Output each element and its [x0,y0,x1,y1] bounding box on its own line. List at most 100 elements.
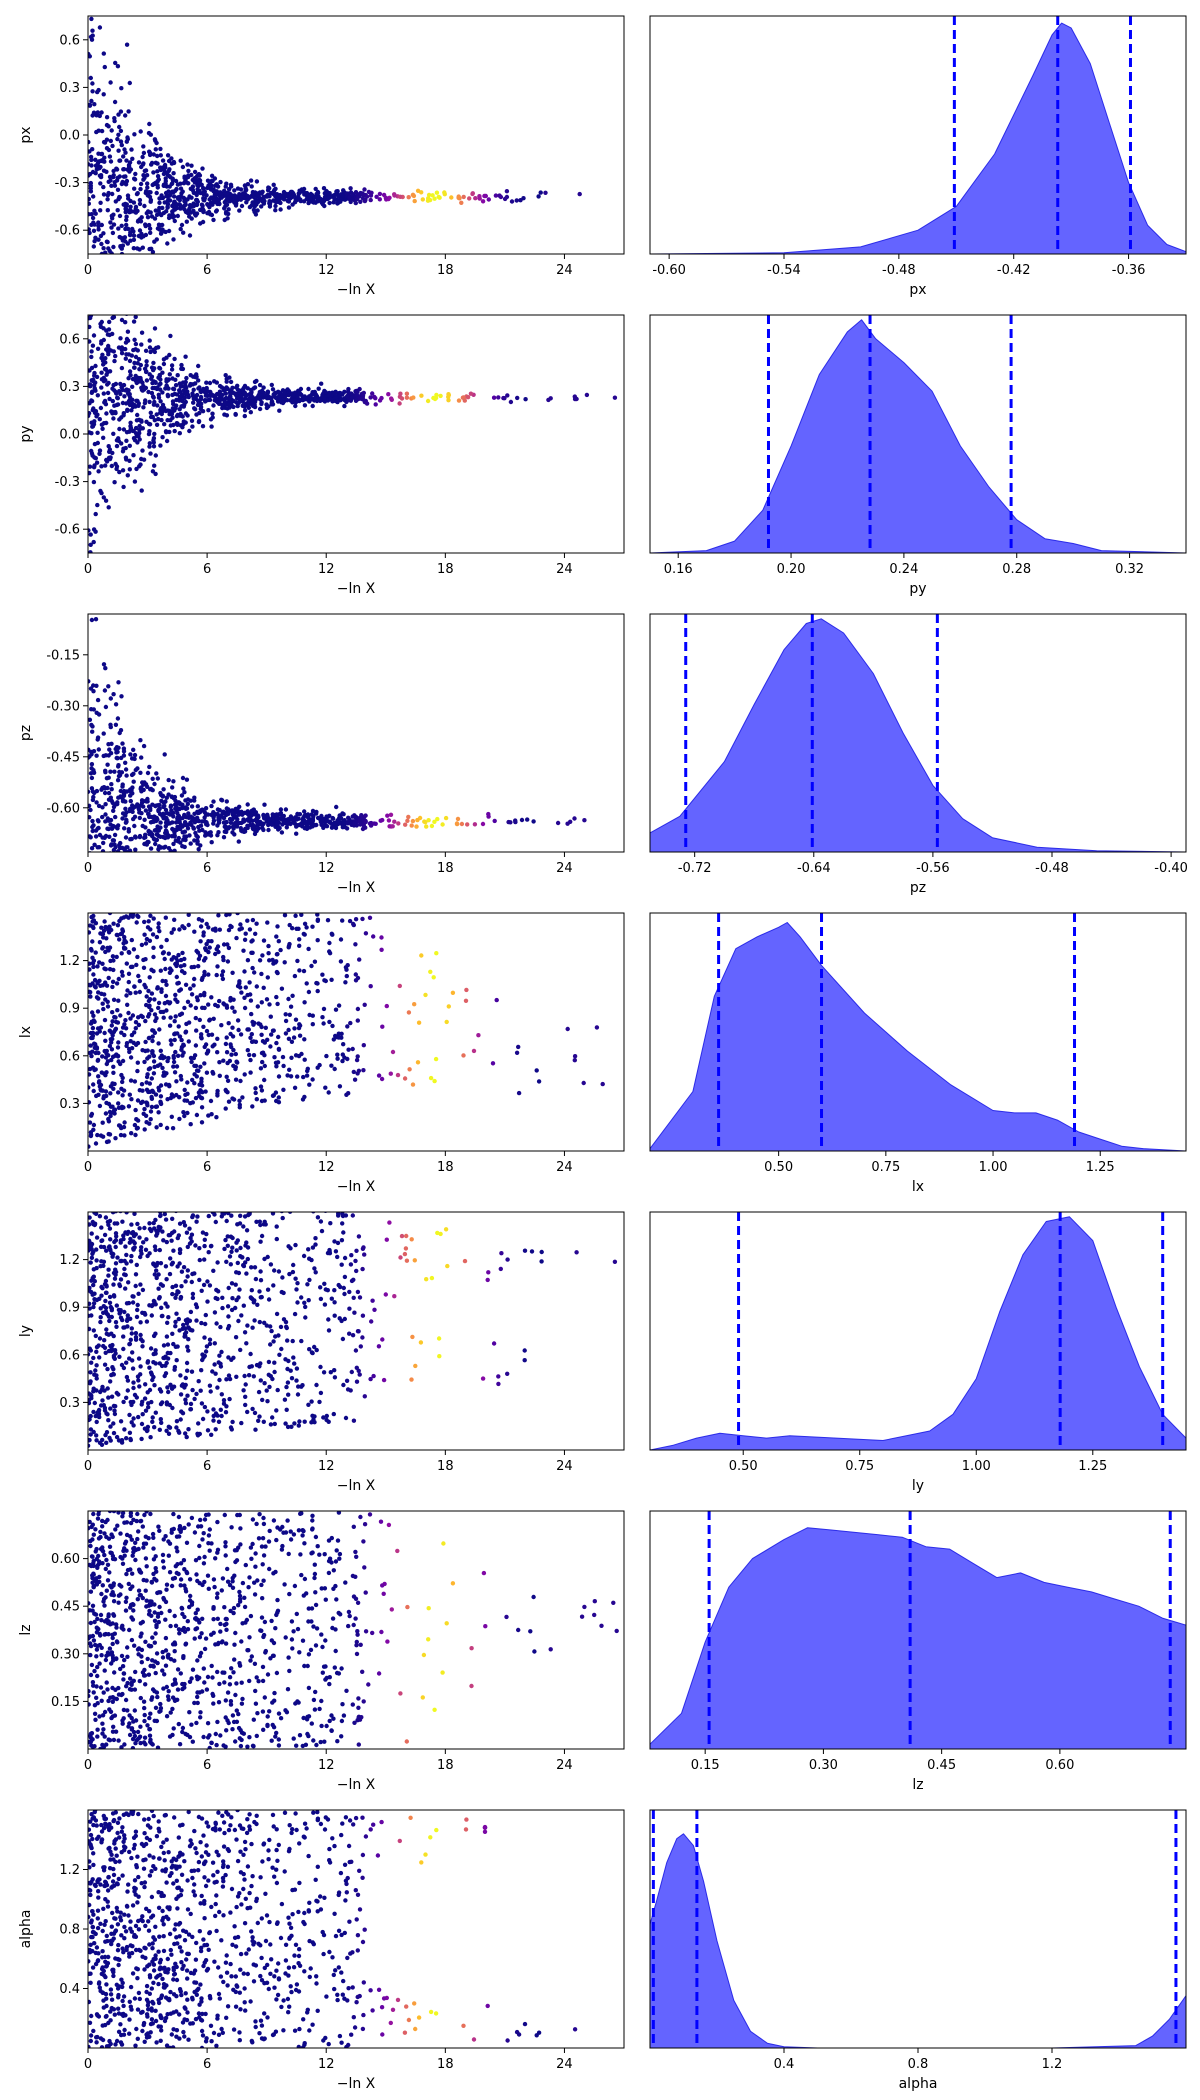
scatter-point [138,181,144,187]
scatter-point [229,1052,234,1057]
scatter-point [109,213,115,219]
scatter-point [182,970,187,976]
scatter-point [161,1070,167,1075]
scatter-point [195,1214,200,1219]
scatter-point [148,132,153,137]
scatter-point [151,170,156,175]
scatter-point [189,992,195,997]
scatter-point [135,348,140,353]
scatter-point [144,994,149,999]
x-tick-label: -0.64 [797,861,831,876]
scatter-point [249,1032,254,1037]
scatter-point [148,1435,153,1440]
scatter-point [268,200,273,205]
scatter-point [295,197,300,202]
scatter-point [244,1341,249,1346]
scatter-point [149,246,154,251]
scatter-point [404,1233,409,1239]
scatter-point [496,1374,501,1379]
scatter-point [91,110,97,115]
scatter-point [440,822,445,827]
scatter-point [118,1212,123,1214]
scatter-point [534,1068,539,1073]
scatter-point [169,1042,174,1047]
scatter-point [91,905,95,909]
scatter-point [162,405,167,411]
scatter-point [388,812,394,817]
scatter-point [118,381,123,387]
scatter-point [130,803,135,808]
scatter-point [446,1004,451,1009]
scatter-point [370,391,375,396]
scatter-point [209,939,214,944]
scatter-point [94,1235,100,1240]
scatter-point [472,822,478,827]
scatter-point [444,1019,449,1025]
scatter-point [168,848,173,852]
scatter-point [185,1344,190,1350]
scatter-point [149,162,154,167]
scatter-point [126,971,132,976]
scatter-point [169,1114,174,1120]
scatter-point [368,823,374,828]
scatter-point [114,824,120,830]
scatter-point [229,1281,235,1286]
scatter-point [187,233,193,238]
scatter-point [207,380,213,386]
scatter-point [383,195,388,200]
scatter-point [152,349,157,355]
scatter-point [297,943,302,948]
scatter-point [164,355,169,360]
scatter-point [251,1053,257,1058]
scatter-point [123,1018,128,1023]
scatter-point [312,1344,317,1350]
scatter-point [126,196,131,201]
scatter-point [219,385,225,390]
scatter-point [170,785,175,790]
scatter-point [505,1257,510,1262]
scatter-point [144,359,149,364]
scatter-point [103,666,108,671]
scatter-point [221,942,227,947]
scatter-point [105,193,111,198]
scatter-point [173,1014,178,1019]
scatter-point [223,210,229,215]
scatter-point [124,42,130,47]
scatter-point [297,398,302,404]
scatter-point [236,839,241,844]
y-tick-label: 0.0 [59,428,80,443]
x-tick-label: -0.72 [678,861,712,876]
scatter-point [137,834,143,840]
trace-x-axis-label: −ln X [337,1179,376,1195]
scatter-point [130,384,135,389]
scatter-point [462,1258,468,1264]
scatter-point [409,823,414,828]
scatter-point [201,191,206,197]
scatter-point [115,136,120,142]
scatter-point [594,1025,600,1030]
scatter-point [340,811,345,816]
x-tick-label: 24 [556,861,573,876]
scatter-point [163,178,168,184]
scatter-point [313,397,318,402]
scatter-point [294,824,299,829]
scatter-point [141,173,146,178]
scatter-point [100,912,104,916]
scatter-point [89,775,95,781]
scatter-point [99,251,104,254]
scatter-point [138,1254,143,1260]
scatter-point [167,1084,172,1089]
scatter-point [250,1104,255,1109]
scatter-point [289,817,294,822]
scatter-point [468,391,474,396]
scatter-point [165,408,170,413]
scatter-point [295,1300,300,1305]
scatter-point [94,460,100,465]
scatter-point [531,819,536,824]
scatter-point [275,924,280,929]
scatter-point [144,363,149,368]
scatter-point [187,214,192,219]
scatter-point [438,393,443,399]
scatter-point [186,811,191,816]
scatter-point [135,1068,140,1074]
